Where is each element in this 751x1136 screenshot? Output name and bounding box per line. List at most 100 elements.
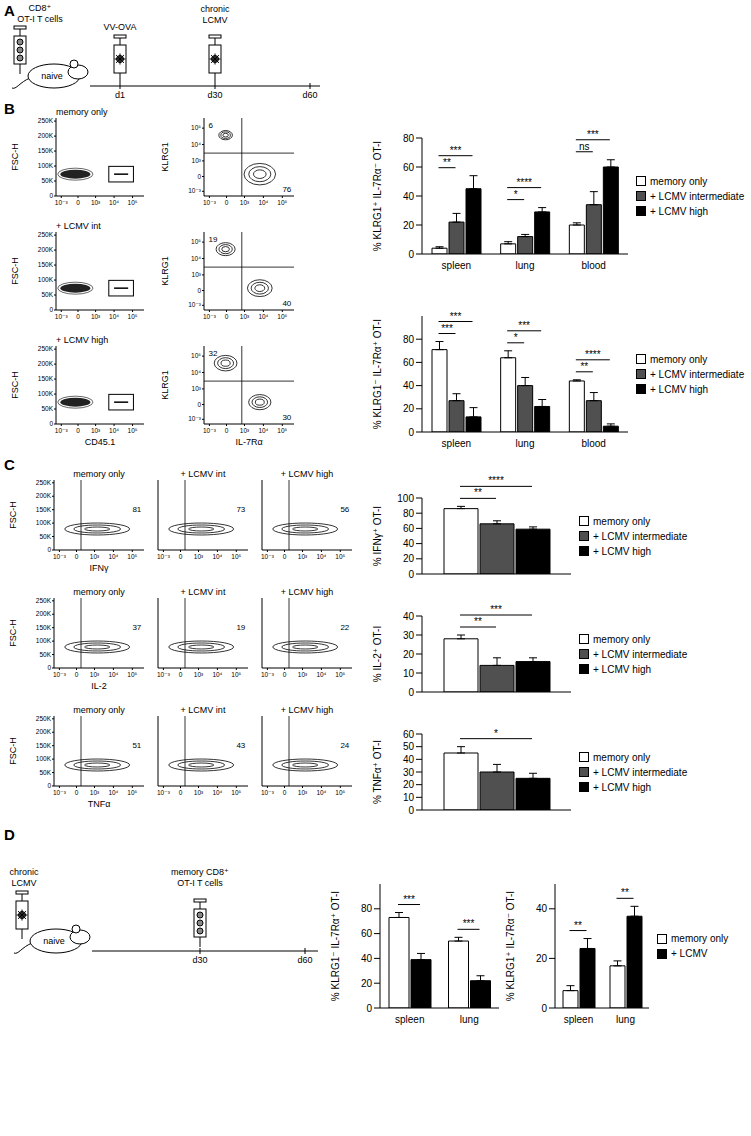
svg-text:memory only: memory only xyxy=(56,107,108,117)
svg-text:10³: 10³ xyxy=(194,553,204,560)
svg-text:0: 0 xyxy=(283,671,287,678)
svg-text:20: 20 xyxy=(403,220,415,231)
svg-text:20: 20 xyxy=(536,953,548,964)
svg-text:***: *** xyxy=(463,918,475,929)
svg-text:81: 81 xyxy=(132,505,141,514)
svg-text:40: 40 xyxy=(536,903,548,914)
svg-text:50K: 50K xyxy=(41,405,53,412)
svg-text:10⁻³: 10⁻³ xyxy=(55,199,69,206)
svg-text:37: 37 xyxy=(132,623,141,632)
svg-text:0: 0 xyxy=(75,789,79,796)
svg-text:KLRG1: KLRG1 xyxy=(160,370,170,400)
svg-text:blood: blood xyxy=(581,438,605,449)
svg-text:10⁵: 10⁵ xyxy=(191,124,201,131)
svg-text:TNFα: TNFα xyxy=(88,799,111,809)
svg-text:50K: 50K xyxy=(41,291,53,298)
svg-text:10³: 10³ xyxy=(298,553,308,560)
svg-text:200K: 200K xyxy=(36,728,52,735)
svg-text:0: 0 xyxy=(47,782,51,789)
svg-text:% KLRG1⁺ IL-7Rα⁻ OT-I: % KLRG1⁺ IL-7Rα⁻ OT-I xyxy=(505,891,516,1001)
svg-text:0: 0 xyxy=(47,546,51,553)
svg-text:60: 60 xyxy=(361,928,373,939)
svg-text:150K: 150K xyxy=(36,742,52,749)
svg-text:10⁵: 10⁵ xyxy=(128,313,138,320)
svg-text:10⁻³: 10⁻³ xyxy=(188,301,202,308)
svg-text:10⁴: 10⁴ xyxy=(109,199,119,206)
svg-text:100K: 100K xyxy=(38,162,54,169)
svg-text:10⁴: 10⁴ xyxy=(212,671,222,678)
svg-text:10⁴: 10⁴ xyxy=(108,671,118,678)
svg-text:80: 80 xyxy=(403,508,415,519)
svg-text:% KLRG1⁻ IL-7Rα⁺ OT-I: % KLRG1⁻ IL-7Rα⁺ OT-I xyxy=(330,891,341,1001)
svg-text:+ LCMV int: + LCMV int xyxy=(181,705,226,715)
svg-text:ns: ns xyxy=(579,141,590,152)
svg-text:10⁻³: 10⁻³ xyxy=(53,553,67,560)
svg-text:**: ** xyxy=(621,887,629,898)
svg-text:****: **** xyxy=(585,349,601,360)
svg-text:10⁵: 10⁵ xyxy=(128,199,138,206)
svg-text:% IFNγ⁺ OT-I: % IFNγ⁺ OT-I xyxy=(372,506,383,566)
svg-text:10³: 10³ xyxy=(240,427,250,434)
svg-text:lung: lung xyxy=(616,1014,635,1025)
svg-text:50K: 50K xyxy=(39,533,51,540)
svg-text:**: ** xyxy=(443,157,451,168)
svg-text:10⁵: 10⁵ xyxy=(191,352,201,359)
svg-text:10³: 10³ xyxy=(91,199,101,206)
svg-text:10³: 10³ xyxy=(91,427,101,434)
svg-text:200K: 200K xyxy=(36,610,52,617)
svg-text:0: 0 xyxy=(541,1003,547,1014)
svg-text:40: 40 xyxy=(403,611,415,622)
svg-text:lung: lung xyxy=(460,1014,479,1025)
svg-text:d60: d60 xyxy=(302,90,317,100)
svg-text:200K: 200K xyxy=(38,132,54,139)
svg-text:VV-OVA: VV-OVA xyxy=(104,22,137,32)
svg-text:0: 0 xyxy=(49,306,53,313)
svg-text:24: 24 xyxy=(340,741,349,750)
svg-text:KLRG1: KLRG1 xyxy=(160,142,170,172)
svg-text:10³: 10³ xyxy=(192,157,202,164)
svg-text:***: *** xyxy=(490,604,502,615)
svg-text:IL-7Rα: IL-7Rα xyxy=(235,437,262,447)
svg-text:10³: 10³ xyxy=(90,789,100,796)
svg-text:10⁵: 10⁵ xyxy=(127,671,137,678)
svg-text:10⁻³: 10⁻³ xyxy=(157,789,171,796)
svg-text:150K: 150K xyxy=(36,506,52,513)
svg-text:10⁻³: 10⁻³ xyxy=(157,553,171,560)
svg-text:+ LCMV int: + LCMV int xyxy=(56,221,101,231)
svg-text:50: 50 xyxy=(403,741,415,752)
svg-text:10³: 10³ xyxy=(194,789,204,796)
svg-text:0: 0 xyxy=(179,553,183,560)
svg-text:100K: 100K xyxy=(36,519,52,526)
svg-text:10⁵: 10⁵ xyxy=(335,671,345,678)
svg-text:***: *** xyxy=(450,311,462,322)
svg-text:0: 0 xyxy=(283,789,287,796)
svg-text:10⁻³: 10⁻³ xyxy=(261,553,275,560)
svg-text:10⁻³: 10⁻³ xyxy=(55,427,69,434)
svg-text:19: 19 xyxy=(236,623,245,632)
svg-text:****: **** xyxy=(488,475,504,486)
svg-text:100: 100 xyxy=(397,493,414,504)
svg-text:20: 20 xyxy=(403,649,415,660)
svg-text:lung: lung xyxy=(516,438,535,449)
svg-text:FSC-H: FSC-H xyxy=(8,501,18,529)
svg-text:20: 20 xyxy=(403,403,415,414)
svg-text:**: ** xyxy=(574,920,582,931)
svg-text:0: 0 xyxy=(225,199,229,206)
svg-text:50K: 50K xyxy=(39,651,51,658)
svg-text:**: ** xyxy=(580,361,588,372)
svg-text:0: 0 xyxy=(408,569,414,580)
svg-text:100K: 100K xyxy=(36,755,52,762)
svg-text:IL-2: IL-2 xyxy=(91,681,107,691)
svg-text:0: 0 xyxy=(408,427,414,438)
svg-text:10³: 10³ xyxy=(192,385,202,392)
svg-text:40: 40 xyxy=(361,953,373,964)
svg-text:0: 0 xyxy=(408,687,414,698)
svg-text:***: *** xyxy=(587,129,599,140)
svg-text:spleen: spleen xyxy=(395,1014,424,1025)
svg-text:10⁵: 10⁵ xyxy=(231,553,241,560)
svg-text:0: 0 xyxy=(283,553,287,560)
svg-text:10⁻³: 10⁻³ xyxy=(203,427,217,434)
svg-text:+ LCMV high: + LCMV high xyxy=(281,587,333,597)
svg-text:76: 76 xyxy=(282,185,291,194)
svg-text:d1: d1 xyxy=(115,90,125,100)
